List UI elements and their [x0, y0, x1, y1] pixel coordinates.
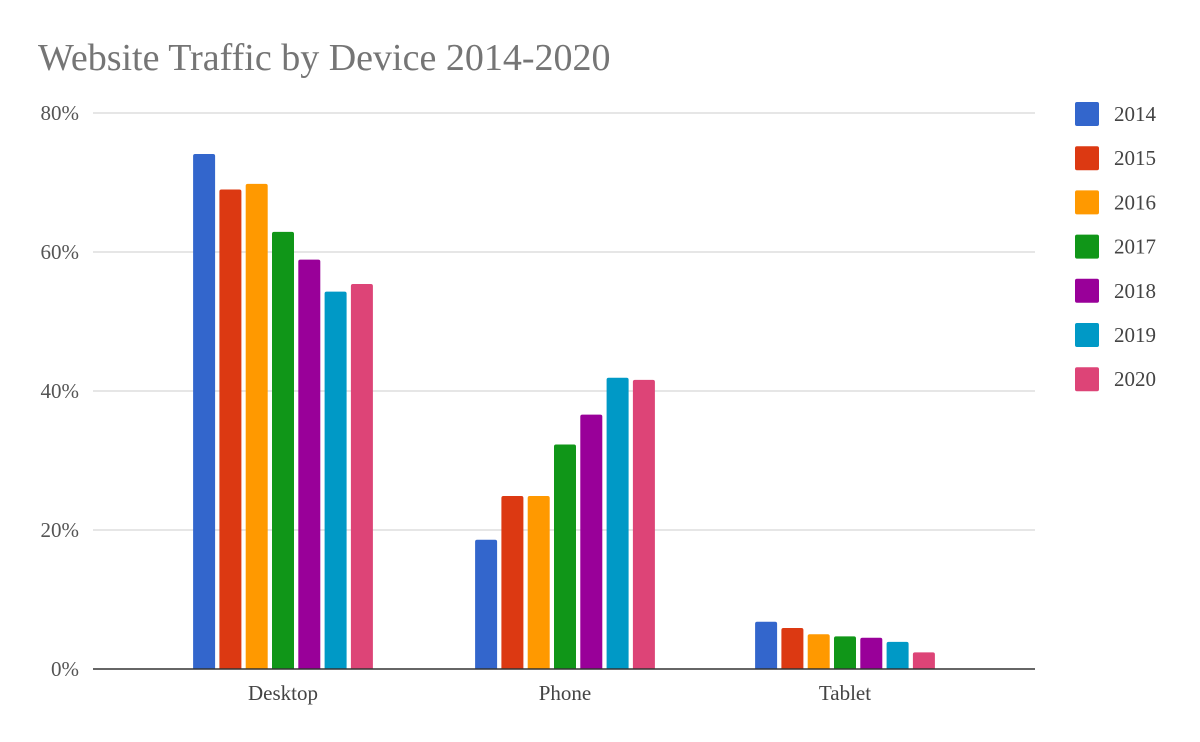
y-tick-label: 0% [51, 657, 79, 681]
legend-swatch [1075, 190, 1099, 215]
y-tick-label: 80% [41, 101, 80, 125]
bar-phone-2019 [606, 377, 629, 669]
bar-tablet-2016 [807, 634, 830, 669]
y-axis-tick-labels: 0% 20% 40% 60% 80% [41, 101, 80, 681]
y-tick-label: 40% [41, 379, 80, 403]
bar-tablet-2020 [912, 652, 935, 669]
y-tick-label: 60% [41, 240, 80, 264]
bars [193, 154, 935, 669]
legend-swatch [1075, 146, 1099, 171]
x-category-label: Desktop [248, 681, 318, 705]
legend-swatch [1075, 323, 1099, 347]
bar-desktop-2014 [193, 154, 216, 669]
y-tick-label: 20% [41, 518, 80, 542]
legend-label: 2020 [1114, 367, 1156, 391]
bar-desktop-2015 [219, 189, 242, 669]
legend-label: 2018 [1114, 279, 1156, 303]
bar-desktop-2018 [298, 259, 321, 669]
bar-phone-2016 [527, 495, 550, 669]
legend-swatch [1075, 278, 1099, 303]
legend: 2014 2015 2016 2017 2018 2019 2020 [1075, 102, 1157, 392]
legend-label: 2017 [1114, 235, 1156, 259]
x-category-label: Phone [539, 681, 592, 705]
legend-label: 2014 [1114, 102, 1157, 126]
legend-label: 2019 [1114, 323, 1156, 347]
chart-title: Website Traffic by Device 2014-2020 [38, 37, 610, 79]
bar-phone-2017 [554, 444, 576, 669]
bar-desktop-2019 [324, 291, 347, 669]
legend-swatch [1075, 102, 1099, 126]
legend-swatch [1075, 234, 1099, 259]
bar-tablet-2015 [781, 627, 804, 669]
bar-tablet-2017 [834, 636, 856, 669]
x-category-label: Tablet [819, 681, 871, 705]
bar-desktop-2020 [350, 283, 373, 669]
bar-tablet-2014 [755, 621, 778, 669]
bar-desktop-2016 [245, 183, 268, 669]
legend-label: 2015 [1114, 146, 1156, 170]
bar-phone-2015 [501, 495, 524, 669]
bar-phone-2020 [632, 379, 655, 669]
bar-phone-2014 [475, 539, 498, 669]
legend-label: 2016 [1114, 190, 1156, 214]
bar-tablet-2018 [860, 637, 883, 669]
bar-desktop-2017 [272, 231, 294, 669]
bar-phone-2018 [580, 414, 603, 669]
legend-swatch [1075, 367, 1099, 392]
bar-tablet-2019 [886, 641, 909, 669]
x-axis-category-labels: Desktop Phone Tablet [248, 681, 871, 705]
